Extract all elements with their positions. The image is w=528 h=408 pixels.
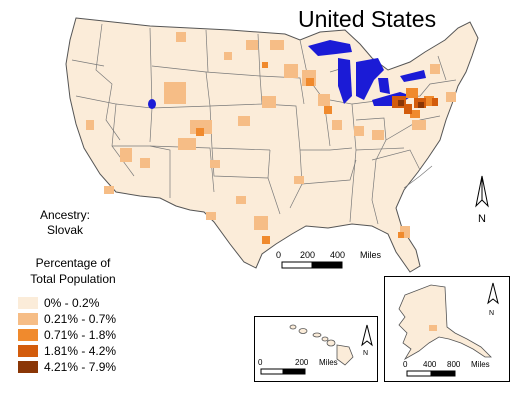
legend-item: 0% - 0.2% (18, 296, 99, 310)
north-label: N (478, 213, 486, 225)
legend-title-line1: Percentage of (35, 256, 111, 270)
hawaii-north-arrow-icon (361, 324, 373, 347)
ancestry-label: Ancestry: Slovak (30, 208, 100, 238)
north-arrow-icon (475, 175, 489, 208)
main-scale-bar (281, 261, 343, 269)
main-scale-400: 400 (330, 250, 345, 260)
county-patches (86, 32, 456, 244)
hawaii-scale-miles: Miles (319, 358, 338, 367)
legend-label: 0% - 0.2% (44, 296, 100, 310)
legend-swatch (18, 297, 38, 309)
main-scale-zero: 0 (276, 250, 281, 260)
legend-label: 0.71% - 1.8% (44, 328, 117, 342)
legend-swatch (18, 313, 38, 325)
alaska-scale-800: 800 (447, 360, 461, 369)
legend-item: 0.71% - 1.8% (18, 328, 116, 342)
great-salt-lake (148, 99, 156, 109)
hawaii-north-label: N (363, 350, 368, 357)
alaska-scale-400: 400 (423, 360, 437, 369)
us-outline (65, 17, 479, 273)
legend-item: 0.21% - 0.7% (18, 312, 116, 326)
legend-item: 1.81% - 4.2% (18, 344, 116, 358)
great-lakes (308, 40, 426, 106)
hawaii-scale-200: 200 (295, 358, 309, 367)
legend-title-line2: Total Population (30, 272, 116, 286)
hawaii-scale-zero: 0 (258, 358, 263, 367)
ancestry-line2: Slovak (46, 223, 84, 237)
alaska-scale-miles: Miles (471, 360, 490, 369)
hawaii-inset: N 0 200 Miles (254, 316, 378, 382)
main-scale-miles: Miles (360, 250, 382, 260)
legend-label: 4.21% - 7.9% (44, 360, 117, 374)
ancestry-line1: Ancestry: (39, 208, 90, 222)
alaska-scale-zero: 0 (403, 360, 408, 369)
legend-label: 1.81% - 4.2% (44, 344, 117, 358)
hawaii-map: N 0 200 Miles (258, 324, 373, 375)
map-title: United States (298, 6, 437, 32)
legend-swatch (18, 345, 38, 357)
legend-label: 0.21% - 0.7% (44, 312, 117, 326)
legend-swatch (18, 329, 38, 341)
legend-item: 4.21% - 7.9% (18, 360, 116, 374)
main-scale-200: 200 (300, 250, 315, 260)
legend-swatch (18, 361, 38, 373)
alaska-north-label: N (489, 310, 494, 317)
alaska-map: N 0 400 800 Miles (398, 282, 499, 377)
alaska-north-arrow-icon (487, 282, 499, 305)
legend-title: Percentage of Total Population (18, 255, 128, 287)
alaska-inset: N 0 400 800 Miles (384, 276, 510, 382)
